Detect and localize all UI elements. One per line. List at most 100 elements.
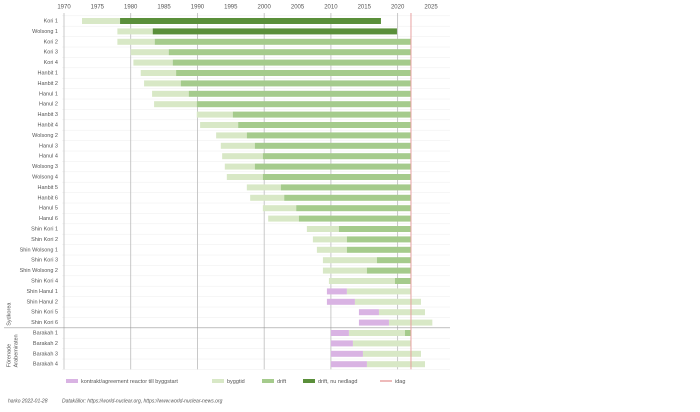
- category-label: Hanul 6: [39, 216, 58, 222]
- phase-bar: [246, 184, 281, 191]
- category-label: Barakah 3: [33, 351, 58, 357]
- phase-bar: [330, 340, 353, 347]
- phase-bar: [168, 49, 411, 56]
- legend-label: drift, nu nedlagd: [318, 379, 357, 385]
- category-label: Shin Wolsong 1: [20, 247, 58, 253]
- phase-bar: [322, 267, 367, 274]
- phase-bar: [326, 298, 355, 305]
- phase-bar: [254, 163, 411, 170]
- phase-bar: [144, 80, 181, 87]
- category-label: Hanul 4: [39, 154, 58, 160]
- phase-bar: [330, 330, 349, 336]
- category-label: Hanul 1: [39, 91, 58, 97]
- phase-bar: [180, 80, 411, 87]
- phase-bar: [312, 236, 347, 243]
- category-label: Shin Kori 4: [31, 278, 58, 284]
- legend-label: byggtid: [227, 379, 245, 385]
- phase-bar: [117, 28, 153, 35]
- phase-bar: [298, 215, 411, 222]
- category-label: Hanul 2: [39, 102, 58, 108]
- phase-bar: [348, 330, 405, 336]
- legend-swatch: [212, 379, 224, 383]
- category-label: Kori 1: [44, 18, 58, 24]
- phase-bar: [346, 236, 411, 243]
- category-label: Barakah 1: [33, 330, 58, 336]
- phase-bar: [366, 267, 411, 274]
- phase-bar: [268, 215, 299, 222]
- category-label: Wolsong 3: [32, 164, 58, 170]
- phase-bar: [404, 330, 411, 336]
- phase-bar: [222, 153, 263, 160]
- phase-bar: [154, 38, 411, 45]
- category-label: Kori 4: [44, 60, 58, 66]
- phase-bar: [346, 246, 411, 253]
- category-label: Shin Kori 1: [31, 226, 58, 232]
- phase-bar: [352, 340, 411, 347]
- category-label: Hanbit 1: [38, 70, 59, 76]
- category-label: Shin Kori 2: [31, 237, 58, 243]
- legend-label: idag: [395, 379, 405, 385]
- category-label: Shin Kori 6: [31, 320, 58, 326]
- phase-bar: [152, 90, 189, 97]
- category-label: Hanbit 4: [38, 122, 59, 128]
- phase-bar: [140, 70, 177, 76]
- phase-bar: [262, 153, 411, 160]
- phase-bar: [330, 350, 363, 357]
- group-label: Förenade: [6, 344, 12, 368]
- phase-bar: [117, 38, 155, 45]
- category-label: Shin Wolsong 2: [20, 268, 58, 274]
- phase-bar: [246, 132, 411, 139]
- phase-bar: [188, 90, 411, 97]
- category-label: Shin Hanul 1: [27, 289, 59, 295]
- x-tick-label: 1975: [91, 5, 105, 11]
- phase-bar: [172, 59, 411, 66]
- legend-swatch: [262, 379, 274, 383]
- category-label: Shin Kori 5: [31, 310, 58, 316]
- category-label: Wolsong 4: [32, 174, 58, 180]
- phase-bar: [250, 194, 285, 201]
- x-tick-label: 2025: [424, 5, 438, 11]
- legend-label: drift: [277, 379, 287, 385]
- phase-bar: [306, 226, 339, 232]
- phase-bar: [346, 288, 411, 295]
- phase-bar: [254, 142, 411, 149]
- phase-bar: [358, 319, 389, 326]
- category-label: Kori 2: [44, 39, 58, 45]
- phase-bar: [328, 278, 395, 284]
- x-tick-label: 2020: [391, 5, 405, 11]
- phase-bar: [200, 122, 239, 128]
- phase-bar: [366, 361, 425, 368]
- phase-bar: [220, 142, 255, 149]
- phase-bar: [152, 28, 397, 35]
- category-label: Barakah 2: [33, 341, 58, 347]
- x-tick-label: 2005: [291, 5, 305, 11]
- footer-source: Datakällor: https://world-nuclear.org, h…: [62, 398, 223, 404]
- x-tick-label: 2015: [358, 5, 372, 11]
- x-tick-label: 1980: [124, 5, 138, 11]
- x-tick-label: 1990: [191, 5, 205, 11]
- legend-label: kontrakt/agreement reactor till byggstar…: [81, 379, 178, 385]
- group-label: Sydkorea: [6, 302, 12, 326]
- phase-bar: [316, 246, 347, 253]
- phase-bar: [284, 194, 411, 201]
- x-tick-label: 1985: [157, 5, 171, 11]
- x-tick-label: 1970: [57, 5, 71, 11]
- phase-bar: [326, 288, 347, 295]
- phase-bar: [196, 101, 411, 108]
- phase-bar: [196, 111, 233, 118]
- phase-bar: [120, 18, 381, 24]
- phase-bar: [224, 163, 255, 170]
- category-label: Hanbit 6: [38, 195, 59, 201]
- category-label: Kori 3: [44, 50, 58, 56]
- phase-bar: [82, 18, 121, 24]
- phase-bar: [133, 59, 173, 66]
- phase-bar: [238, 122, 411, 128]
- legend-swatch: [66, 379, 78, 383]
- phase-bar: [338, 226, 411, 232]
- x-tick-label: 2010: [324, 5, 338, 11]
- phase-bar: [376, 257, 411, 264]
- legend-swatch: [303, 379, 315, 383]
- phase-bar: [358, 309, 379, 316]
- phase-bar: [296, 205, 411, 212]
